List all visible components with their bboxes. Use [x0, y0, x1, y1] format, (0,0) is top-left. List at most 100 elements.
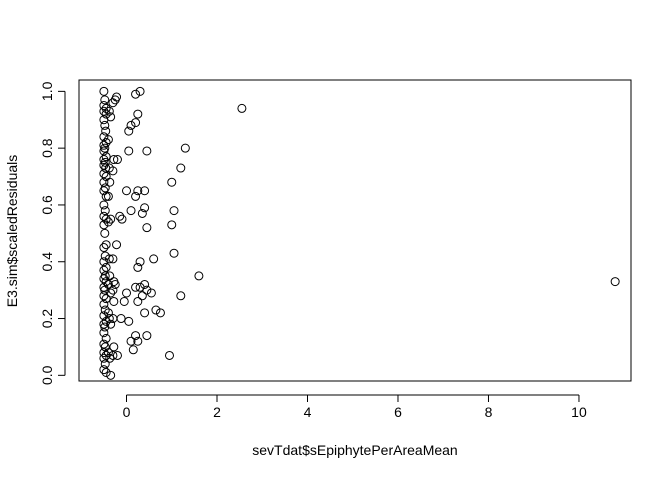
data-point [176, 163, 186, 173]
data-point [99, 169, 109, 179]
data-point [112, 240, 122, 250]
data-point [99, 257, 109, 267]
data-point [126, 336, 136, 346]
data-point [169, 248, 179, 258]
data-point [100, 95, 110, 105]
data-point [117, 214, 127, 224]
data-point [126, 206, 136, 216]
y-tick-label: 0.8 [39, 138, 55, 158]
data-point [104, 314, 114, 324]
data-point [137, 208, 147, 218]
data-point [106, 288, 116, 298]
data-point [105, 353, 115, 363]
y-tick-label: 1.0 [39, 81, 55, 101]
data-point [116, 314, 126, 324]
data-point [99, 146, 109, 156]
data-point [115, 211, 125, 221]
data-point [100, 206, 110, 216]
data-point [151, 305, 161, 315]
data-point [103, 217, 113, 227]
data-point [99, 132, 109, 142]
x-tick-label: 10 [571, 404, 587, 420]
data-point [140, 279, 150, 289]
data-point [142, 223, 152, 233]
data-point [106, 112, 116, 122]
data-point [100, 322, 110, 332]
data-point [99, 274, 109, 284]
y-axis: 0.0 0.2 0.4 0.6 0.8 1.0 [39, 81, 66, 385]
plot-box [78, 79, 632, 382]
data-point [101, 294, 111, 304]
data-point [100, 120, 110, 130]
data-point [112, 350, 122, 360]
data-point [131, 282, 141, 292]
data-point [101, 214, 111, 224]
data-point [101, 109, 111, 119]
data-point [131, 331, 141, 341]
data-point [103, 135, 113, 145]
data-point [101, 152, 111, 162]
x-tick-label: 0 [123, 404, 131, 420]
data-point [135, 86, 145, 96]
y-tick-label: 0.0 [39, 365, 55, 385]
data-point [140, 203, 150, 213]
data-point [142, 285, 152, 295]
data-point [101, 191, 111, 201]
data-point [100, 228, 110, 238]
data-point [176, 291, 186, 301]
data-point [109, 342, 119, 352]
data-point [131, 191, 141, 201]
data-point [103, 308, 113, 318]
data-point [112, 155, 122, 165]
data-point [133, 296, 143, 306]
data-point [106, 319, 116, 329]
data-point [146, 288, 156, 298]
data-point [105, 177, 115, 187]
data-point [100, 305, 110, 315]
data-point [142, 146, 152, 156]
data-point [109, 155, 119, 165]
data-point [99, 365, 109, 375]
data-point [101, 333, 111, 343]
y-tick-label: 0.6 [39, 195, 55, 215]
data-point [101, 262, 111, 272]
data-point [106, 214, 116, 224]
data-point [135, 257, 145, 267]
data-point [106, 370, 116, 380]
data-point [101, 126, 111, 136]
data-point [103, 191, 113, 201]
data-point [100, 342, 110, 352]
data-point [142, 331, 152, 341]
x-tick-label: 8 [485, 404, 493, 420]
data-point [126, 120, 136, 130]
data-point [180, 143, 190, 153]
data-point [99, 311, 109, 321]
data-point [108, 254, 118, 264]
data-point [100, 359, 110, 369]
data-point [149, 254, 159, 264]
data-point [101, 240, 111, 250]
data-point [99, 177, 109, 187]
data-point [155, 308, 165, 318]
data-point [101, 367, 111, 377]
data-point [101, 103, 111, 113]
data-point [108, 350, 118, 360]
data-point [101, 137, 111, 147]
data-point [108, 285, 118, 295]
data-point [99, 265, 109, 275]
data-point [99, 348, 109, 358]
x-axis: 0 2 4 6 8 10 [123, 394, 587, 420]
data-point [122, 288, 132, 298]
data-point [164, 350, 174, 360]
y-axis-label: E3.sim$scaledResiduals [4, 155, 20, 308]
data-point [99, 200, 109, 210]
data-point [110, 279, 120, 289]
data-point [99, 328, 109, 338]
data-point [99, 299, 109, 309]
data-point [119, 296, 129, 306]
data-point [103, 348, 113, 358]
data-point [99, 186, 109, 196]
data-point [137, 291, 147, 301]
data-point [104, 106, 114, 116]
